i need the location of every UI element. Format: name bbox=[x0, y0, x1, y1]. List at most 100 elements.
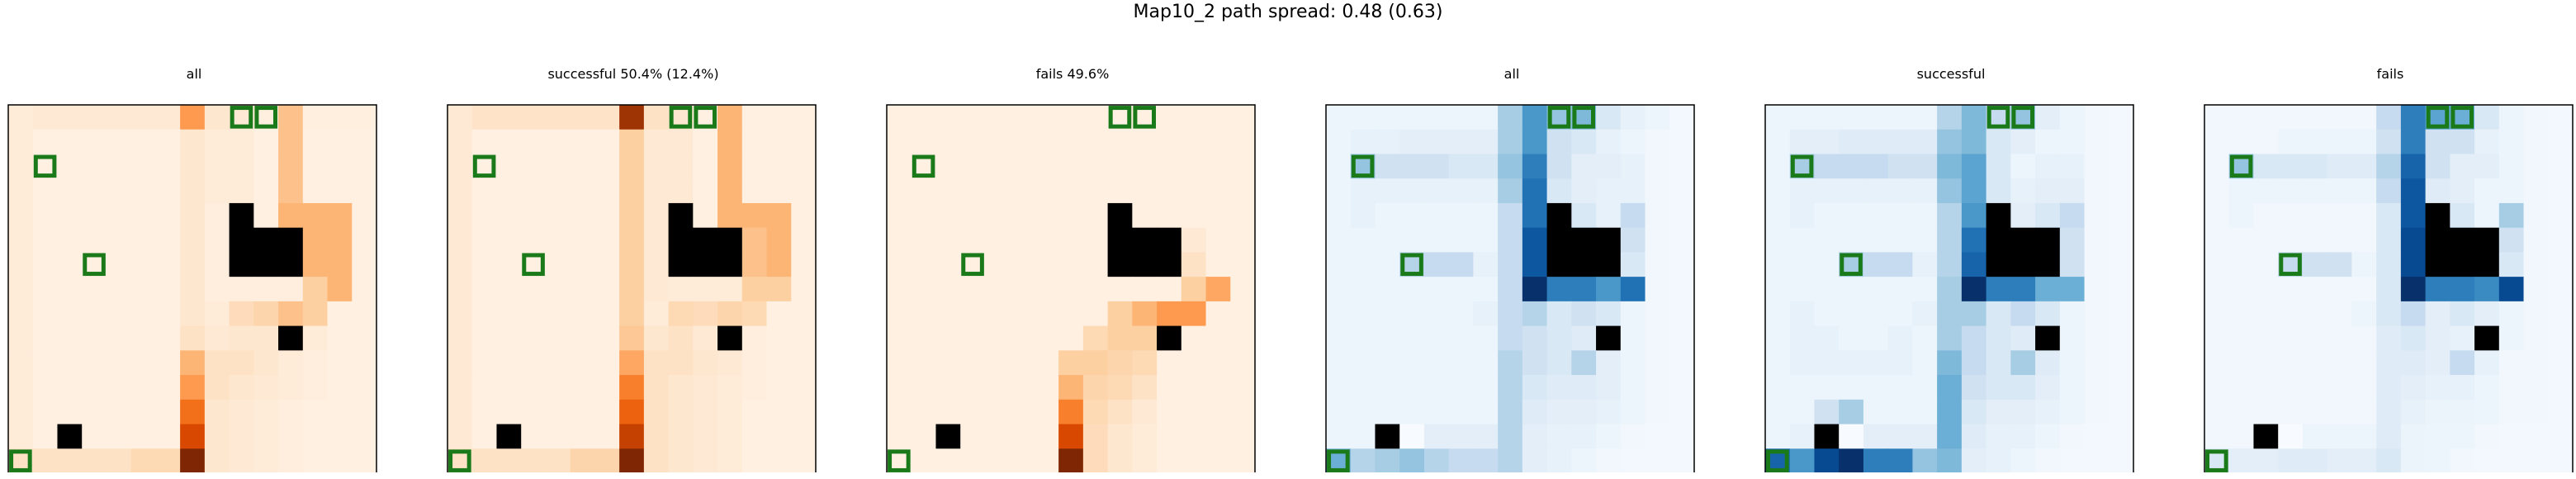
heatmap-cell bbox=[2327, 350, 2352, 376]
heatmap-cell bbox=[984, 350, 1011, 376]
heatmap-cell bbox=[1839, 375, 1864, 401]
heatmap-cell bbox=[2523, 227, 2549, 253]
heatmap-cell bbox=[1912, 178, 1938, 204]
goal-marker bbox=[230, 106, 253, 129]
obstacle-cell bbox=[278, 325, 304, 351]
heatmap-cell bbox=[1912, 277, 1938, 302]
heatmap-cell bbox=[2548, 325, 2574, 351]
heatmap-cell bbox=[302, 252, 329, 277]
heatmap-cell bbox=[887, 301, 912, 327]
heatmap-cell bbox=[2278, 202, 2304, 229]
heatmap-cell bbox=[2376, 129, 2402, 154]
heatmap-cell bbox=[1375, 375, 1400, 401]
heatmap-cell bbox=[2548, 375, 2574, 401]
figure-title: Map10_2 path spread: 0.48 (0.63) bbox=[1133, 2, 1443, 22]
heatmap-cell bbox=[1326, 301, 1352, 327]
heatmap-cell bbox=[496, 178, 522, 204]
heatmap-cell bbox=[1669, 129, 1695, 154]
heatmap-cell bbox=[352, 399, 377, 425]
heatmap-cell bbox=[1912, 227, 1938, 253]
panel-title: successful 50.4% (12.4%) bbox=[547, 66, 719, 82]
heatmap-cell bbox=[1181, 105, 1207, 130]
goal-marker bbox=[2205, 449, 2228, 472]
heatmap-cell bbox=[1399, 399, 1425, 425]
heatmap-cell bbox=[887, 277, 912, 302]
heatmap-cell bbox=[1498, 424, 1523, 449]
heatmap-cell bbox=[106, 227, 132, 253]
heatmap-cell bbox=[766, 227, 792, 253]
heatmap-cell bbox=[1986, 375, 2011, 401]
heatmap-cell bbox=[155, 301, 181, 327]
heatmap-cell bbox=[2351, 424, 2377, 449]
heatmap-cell bbox=[935, 350, 961, 376]
heatmap-cell bbox=[2351, 325, 2377, 351]
heatmap-cell bbox=[2548, 105, 2574, 130]
heatmap-cell bbox=[82, 129, 107, 154]
heatmap-cell bbox=[960, 399, 986, 425]
heatmap-cell bbox=[2548, 424, 2574, 449]
heatmap-cell bbox=[1887, 252, 1913, 277]
heatmap-cell bbox=[447, 301, 473, 327]
heatmap-cell bbox=[82, 325, 107, 351]
heatmap-cell bbox=[2302, 375, 2328, 401]
heatmap-cell bbox=[791, 350, 817, 376]
heatmap-cell bbox=[1082, 277, 1109, 302]
heatmap-cell bbox=[1034, 252, 1059, 277]
heatmap-cell bbox=[2351, 350, 2377, 376]
heatmap-cell bbox=[2425, 154, 2451, 179]
heatmap-cell bbox=[2059, 325, 2086, 351]
heatmap-cell bbox=[2450, 399, 2475, 425]
heatmap-cell bbox=[327, 227, 353, 253]
heatmap-cell bbox=[1205, 350, 1231, 376]
obstacle-cell bbox=[693, 252, 718, 277]
heatmap-cell bbox=[594, 154, 620, 179]
heatmap-cell bbox=[643, 399, 670, 425]
heatmap-cell bbox=[2523, 178, 2549, 204]
heatmap-cell bbox=[1839, 399, 1864, 425]
heatmap-cell bbox=[1669, 154, 1695, 179]
heatmap-cell bbox=[1814, 105, 1840, 130]
heatmap-cell bbox=[668, 277, 694, 302]
obstacle-cell bbox=[1986, 252, 2011, 277]
heatmap-cell bbox=[1181, 178, 1207, 204]
heatmap-cell bbox=[1132, 277, 1158, 302]
heatmap-cell bbox=[619, 350, 645, 376]
heatmap-cell bbox=[447, 424, 473, 449]
heatmap-cell bbox=[1375, 325, 1400, 351]
heatmap-cell bbox=[2400, 252, 2427, 277]
heatmap-cell bbox=[2253, 129, 2279, 154]
heatmap-cell bbox=[887, 202, 912, 229]
heatmap-cell bbox=[1596, 399, 1622, 425]
heatmap-cell bbox=[1350, 227, 1376, 253]
heatmap-cell bbox=[1669, 399, 1695, 425]
obstacle-cell bbox=[1107, 227, 1133, 253]
heatmap-cell bbox=[1596, 350, 1622, 376]
heatmap-cell bbox=[1937, 277, 1963, 302]
heatmap-cell bbox=[791, 424, 817, 449]
heatmap-cell bbox=[2523, 252, 2549, 277]
heatmap-cell bbox=[1546, 399, 1572, 425]
heatmap-cell bbox=[1887, 301, 1913, 327]
heatmap-cell bbox=[1961, 252, 1987, 277]
heatmap-cell bbox=[643, 154, 670, 179]
heatmap-cell bbox=[1937, 178, 1963, 204]
heatmap-cell bbox=[1205, 252, 1231, 277]
heatmap-cell bbox=[1887, 129, 1913, 154]
obstacle-cell bbox=[2425, 202, 2451, 229]
heatmap-cell bbox=[204, 154, 230, 179]
heatmap-cell bbox=[2109, 399, 2134, 425]
heatmap-cell bbox=[984, 301, 1011, 327]
heatmap-cell bbox=[1961, 129, 1987, 154]
heatmap-cell bbox=[594, 424, 620, 449]
heatmap-cell bbox=[545, 154, 571, 179]
heatmap-cell bbox=[155, 105, 181, 130]
heatmap-cell bbox=[1789, 424, 1815, 449]
heatmap-cell bbox=[984, 105, 1011, 130]
heatmap-cell bbox=[717, 301, 743, 327]
heatmap-cell bbox=[1937, 154, 1963, 179]
obstacle-cell bbox=[1546, 202, 1572, 229]
heatmap-cell bbox=[1181, 424, 1207, 449]
heatmap-cell bbox=[496, 277, 522, 302]
heatmap-cell bbox=[1961, 105, 1987, 130]
heatmap-cell bbox=[1596, 448, 1622, 472]
